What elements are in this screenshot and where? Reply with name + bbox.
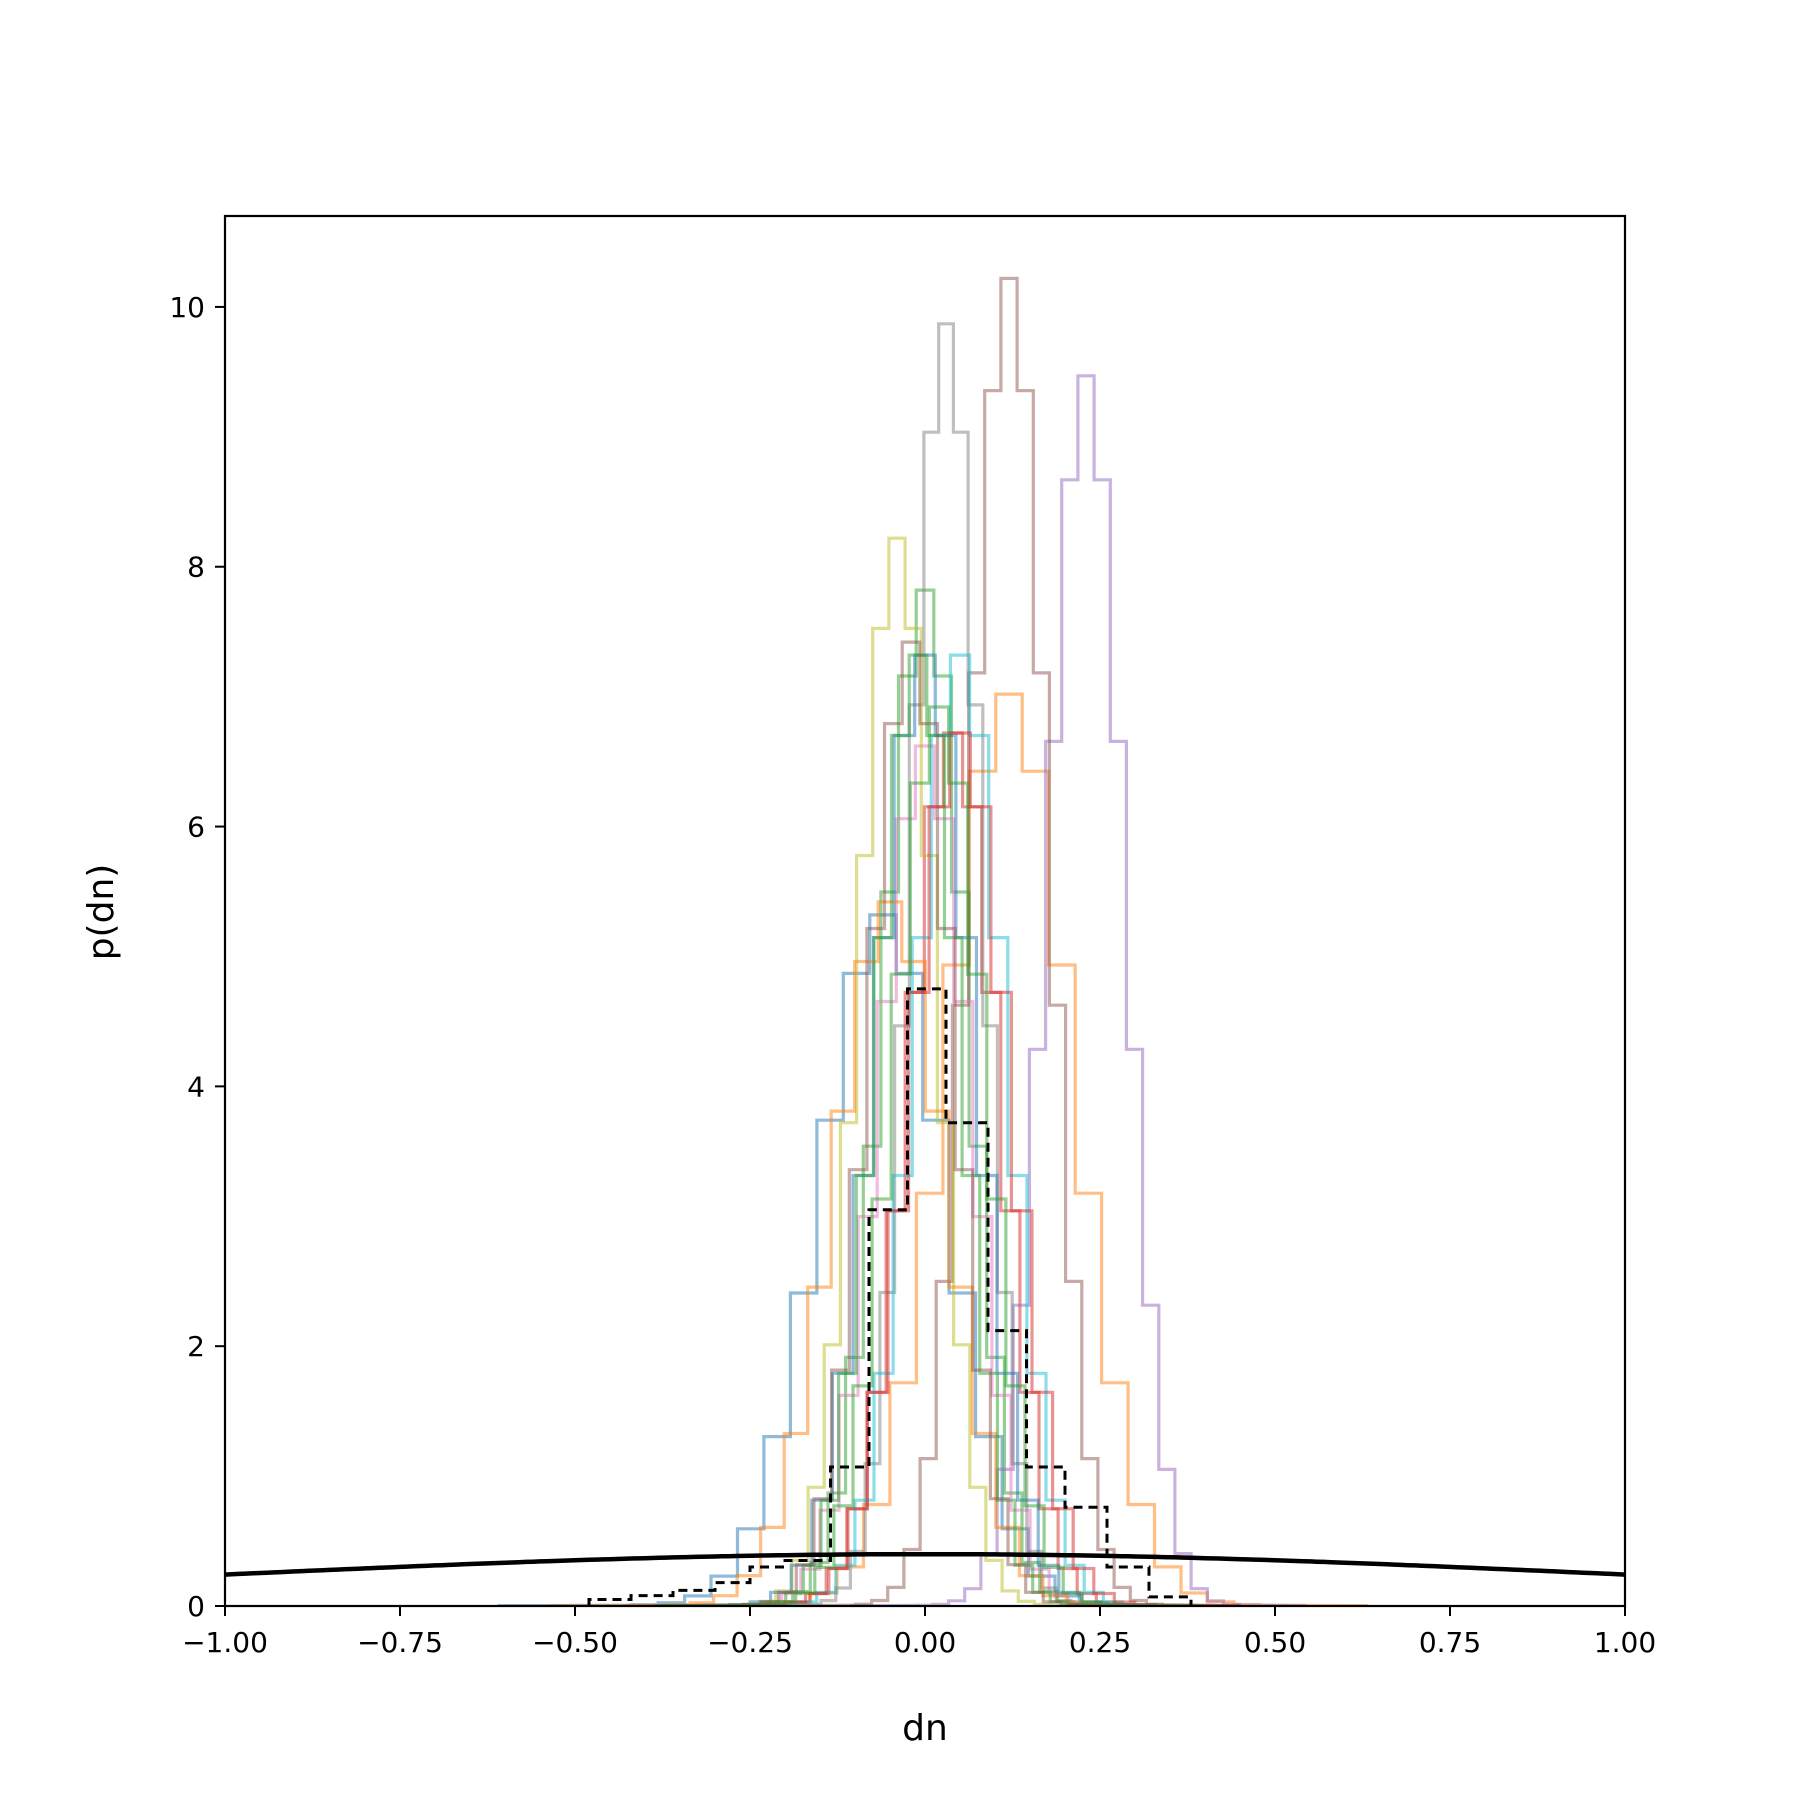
x-axis-label: dn — [902, 1708, 948, 1749]
prior-layer — [225, 1551, 1625, 1577]
combined-layer — [587, 987, 1193, 1606]
x-tick-label: 0.50 — [1244, 1626, 1306, 1659]
y-tick-label: 0 — [187, 1590, 205, 1623]
y-tick-label: 6 — [187, 811, 205, 844]
x-tick-label: 0.00 — [894, 1626, 956, 1659]
y-tick-label: 8 — [187, 551, 205, 584]
x-tick-label: −0.50 — [532, 1626, 618, 1659]
combined-histogram — [587, 987, 1193, 1606]
y-tick-label: 10 — [169, 291, 205, 324]
y-tick-label: 2 — [187, 1330, 205, 1363]
y-axis: 0 2 4 6 8 10 — [169, 291, 225, 1623]
prior-curve — [225, 1551, 1625, 1577]
x-axis: −1.00 −0.75 −0.50 −0.25 0.00 0.25 0.50 0.75 1.00 — [182, 1606, 1656, 1659]
x-tick-label: 0.25 — [1069, 1626, 1131, 1659]
y-tick-label: 4 — [187, 1070, 205, 1103]
y-axis-label: p(dn) — [81, 864, 122, 961]
x-tick-label: −1.00 — [182, 1626, 268, 1659]
x-tick-label: 1.00 — [1594, 1626, 1656, 1659]
x-tick-label: 0.75 — [1419, 1626, 1481, 1659]
x-tick-label: −0.75 — [357, 1626, 443, 1659]
x-tick-label: −0.25 — [707, 1626, 793, 1659]
